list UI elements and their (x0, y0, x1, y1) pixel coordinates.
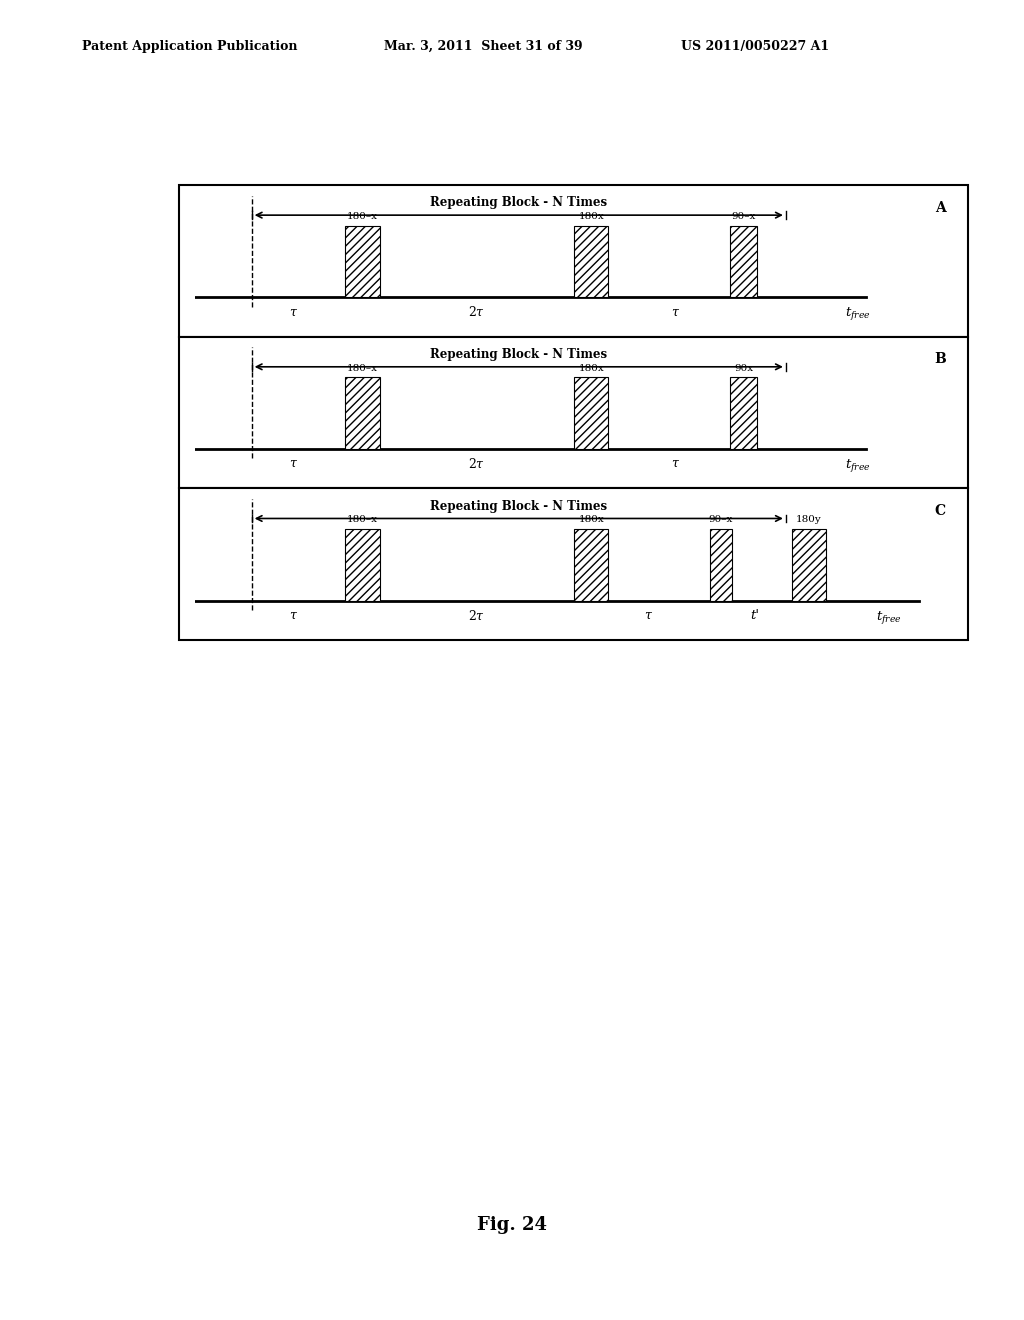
Text: 180y: 180y (796, 515, 821, 524)
Text: $\tau$: $\tau$ (289, 457, 298, 470)
Text: C: C (935, 504, 946, 519)
Bar (730, 378, 757, 449)
Text: $\tau$: $\tau$ (289, 609, 298, 622)
Text: $\tau$: $\tau$ (671, 305, 680, 318)
Text: $2\tau$: $2\tau$ (468, 609, 485, 622)
Text: 180x: 180x (579, 364, 604, 372)
Text: 90–x: 90–x (709, 515, 733, 524)
Bar (574, 378, 608, 449)
Text: $\tau$: $\tau$ (644, 609, 653, 622)
Bar (730, 226, 757, 297)
Text: $2\tau$: $2\tau$ (468, 457, 485, 470)
Text: 90–x: 90–x (731, 213, 756, 220)
Text: $t_{free}$: $t_{free}$ (876, 609, 902, 626)
Text: 180x: 180x (579, 515, 604, 524)
Text: 180–x: 180–x (347, 515, 378, 524)
Bar (792, 529, 825, 601)
Text: 90x: 90x (734, 364, 754, 372)
Text: US 2011/0050227 A1: US 2011/0050227 A1 (681, 40, 829, 53)
Bar (574, 226, 608, 297)
Text: Patent Application Publication: Patent Application Publication (82, 40, 297, 53)
Text: 180–x: 180–x (347, 364, 378, 372)
Text: Repeating Block - N Times: Repeating Block - N Times (430, 348, 607, 360)
Text: Fig. 24: Fig. 24 (477, 1216, 547, 1234)
Text: Repeating Block - N Times: Repeating Block - N Times (430, 197, 607, 210)
Bar (574, 529, 608, 601)
Text: Repeating Block - N Times: Repeating Block - N Times (430, 499, 607, 512)
Bar (710, 529, 732, 601)
Text: B: B (934, 352, 946, 367)
Text: $t_{free}$: $t_{free}$ (846, 457, 871, 474)
Text: $\tau$: $\tau$ (289, 305, 298, 318)
Bar (345, 529, 380, 601)
Text: $2\tau$: $2\tau$ (468, 305, 485, 319)
Text: $t_{free}$: $t_{free}$ (846, 305, 871, 322)
Text: 180x: 180x (579, 213, 604, 220)
Text: $\tau$: $\tau$ (671, 457, 680, 470)
Bar (345, 378, 380, 449)
Text: Mar. 3, 2011  Sheet 31 of 39: Mar. 3, 2011 Sheet 31 of 39 (384, 40, 583, 53)
Text: 180–x: 180–x (347, 213, 378, 220)
Text: A: A (935, 201, 946, 215)
Bar (345, 226, 380, 297)
Text: t': t' (751, 609, 760, 622)
